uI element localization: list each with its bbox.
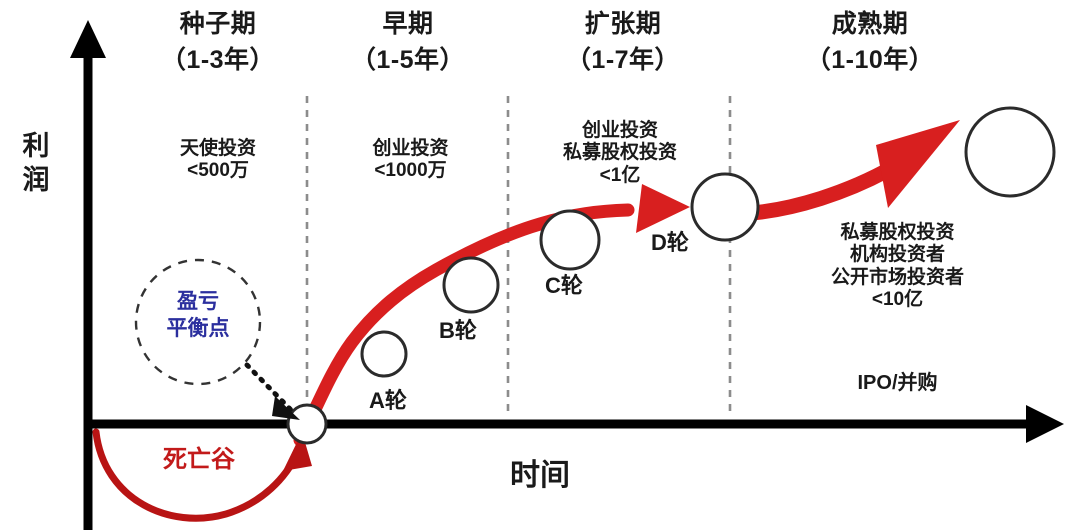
curve-arrowhead-mid bbox=[636, 184, 690, 233]
phase-duration-2: （1-5年） bbox=[350, 46, 466, 74]
exit-label: IPO/并购 bbox=[857, 372, 938, 394]
phase-title-2: 早期 bbox=[382, 10, 434, 38]
phase-title-4: 成熟期 bbox=[831, 10, 909, 38]
curve-arrowhead-final bbox=[876, 120, 960, 208]
circle-round-b bbox=[442, 256, 500, 314]
phase-duration-3: （1-7年） bbox=[565, 46, 681, 74]
circle-exit bbox=[964, 106, 1056, 198]
y-axis bbox=[70, 20, 106, 530]
y-axis-label: 利润 bbox=[22, 131, 50, 195]
circle-round-a bbox=[360, 330, 408, 378]
death-valley-curve bbox=[92, 428, 312, 522]
phase-investment-3: 创业投资 私募股权投资 <1亿 bbox=[562, 120, 677, 186]
circle-origin bbox=[286, 403, 328, 445]
phase-investment-4: 私募股权投资 机构投资者 公开市场投资者 <10亿 bbox=[830, 222, 964, 311]
circle-round-c bbox=[539, 209, 601, 271]
x-axis bbox=[88, 405, 1064, 443]
round-label-a: A轮 bbox=[369, 388, 407, 413]
round-label-c: C轮 bbox=[545, 273, 583, 298]
phase-investment-2: 创业投资 <1000万 bbox=[372, 138, 449, 182]
circle-round-d bbox=[690, 172, 760, 242]
phase-title-3: 扩张期 bbox=[584, 10, 662, 38]
phase-duration-1: （1-3年） bbox=[160, 46, 276, 74]
phase-investment-1: 天使投资 <500万 bbox=[179, 138, 256, 182]
break-even-line-1: 盈亏 bbox=[177, 290, 219, 313]
round-label-b: B轮 bbox=[439, 318, 477, 343]
break-even-line-2: 平衡点 bbox=[166, 317, 230, 341]
phase-duration-4: （1-10年） bbox=[805, 46, 935, 74]
break-even-label: 盈亏 平衡点 bbox=[138, 288, 258, 343]
x-axis-label: 时间 bbox=[510, 459, 570, 492]
phase-title-1: 种子期 bbox=[179, 10, 257, 38]
phase-dividers bbox=[305, 96, 732, 418]
round-circles bbox=[286, 106, 1056, 445]
break-even-bubble bbox=[134, 258, 300, 420]
death-valley-label: 死亡谷 bbox=[163, 446, 235, 473]
round-label-d: D轮 bbox=[651, 230, 689, 255]
